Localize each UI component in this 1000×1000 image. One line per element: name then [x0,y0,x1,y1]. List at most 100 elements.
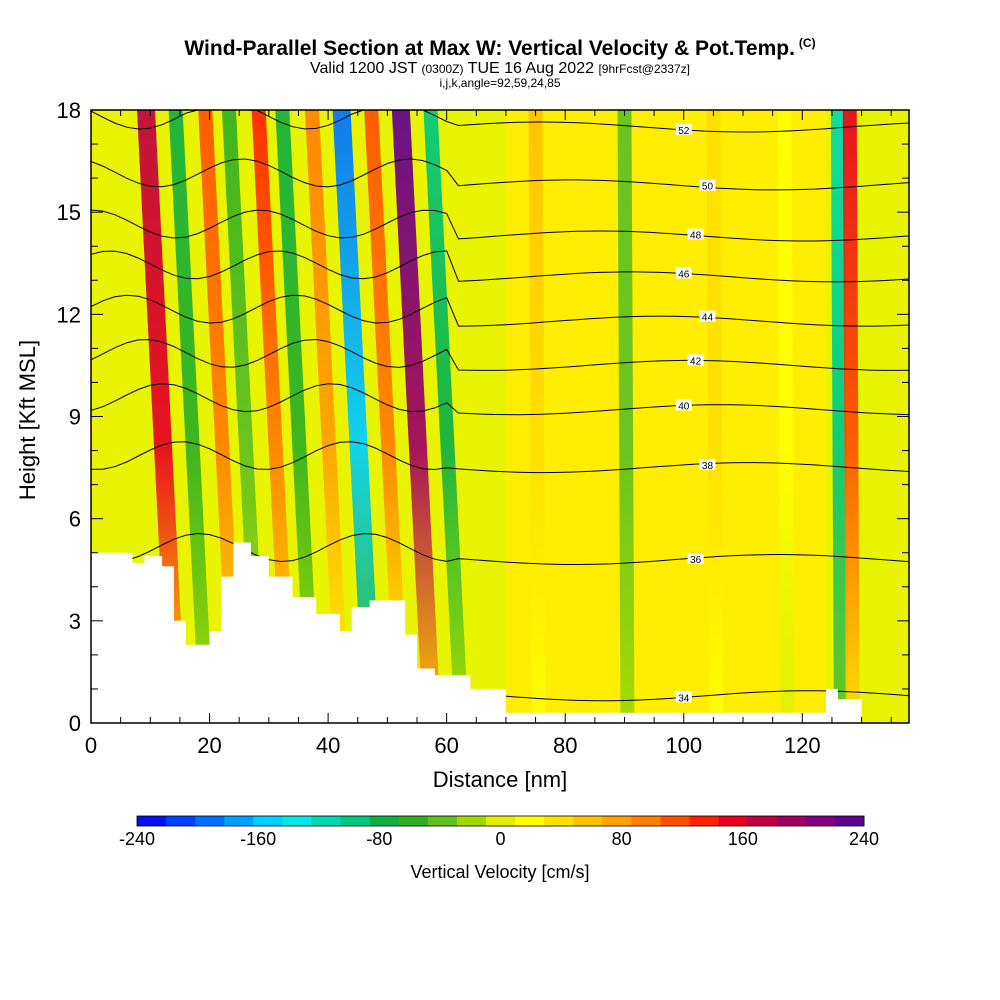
velocity-band [423,110,469,723]
isentrope-label: 42 [690,356,702,367]
colorbar-tick-label: -80 [366,829,392,849]
isentrope-label: 40 [678,401,690,412]
colorbar-swatch [398,816,429,826]
colorbar-tick-label: -160 [240,829,276,849]
chart-title: Wind-Parallel Section at Max W: Vertical… [0,36,1000,61]
colorbar: -240 -160 -80 0 80 160 240 [119,815,879,849]
y-tick-label: 9 [69,405,81,430]
chart-subtitle: Valid 1200 JST (0300Z) TUE 16 Aug 2022 [… [0,60,1000,78]
isentrope-label: 38 [702,461,714,472]
x-tick-label: 120 [784,733,821,758]
y-tick-label: 3 [69,609,81,634]
velocity-band [706,110,724,723]
colorbar-swatch [747,816,778,826]
colorbar-swatch [631,816,661,826]
colorbar-swatch [689,816,720,826]
colorbar-swatch [311,816,342,826]
x-tick-label: 80 [553,733,577,758]
isentrope-label-bg [699,310,716,322]
isentrope-line [91,441,909,474]
x-tick-label: 40 [316,733,340,758]
colorbar-swatch [485,816,516,826]
isentrope-label-bg [675,691,692,703]
isentrope-label-bg [675,399,692,411]
velocity-band [332,110,382,723]
colorbar-swatch [573,816,603,826]
x-tick-label: 0 [85,733,97,758]
velocity-band [198,110,244,723]
isentrope-line [91,294,909,327]
terrain [91,542,909,723]
colorbar-swatch [137,816,167,826]
y-axis-label: Height [Kft MSL] [15,339,40,501]
isentrope-line [91,250,909,283]
chart-title-text: Wind-Parallel Section at Max W: Vertical… [184,37,795,60]
isentrope-line [91,209,909,242]
isentrope-label-bg [687,354,704,366]
colorbar-swatch [805,816,836,826]
colorbar-tick-label: 240 [849,829,879,849]
colorbar-frame [136,815,865,827]
colorbar-label: Vertical Velocity [cm/s] [410,862,590,882]
isentrope-label: 48 [690,231,702,242]
velocity-band [275,110,321,723]
isentrope-line [91,110,909,133]
broad-updraft-region [505,110,827,723]
plot-area: 34 36 38 40 42 44 46 48 50 52 [91,110,909,723]
utc-time: (0300Z) [421,62,464,76]
grid-indices: i,j,k,angle=92,59,24,85 [439,76,561,90]
colorbar-tick-label: -240 [119,829,155,849]
y-tick-label: 12 [57,302,81,327]
isentrope-line [91,158,909,191]
isentrope-label: 52 [678,126,690,137]
x-tick-label: 20 [197,733,221,758]
isentrope-line [91,532,909,565]
y-tick-label: 0 [69,711,81,736]
colorbar-tick-label: 0 [495,829,505,849]
x-tick-label: 60 [434,733,458,758]
valid-time: Valid 1200 JST [310,60,418,77]
colorbar-swatch [282,816,312,826]
isentrope-label-bg [687,552,704,564]
isentrope-line [91,383,909,416]
colorbar-swatch [166,816,196,826]
isentrope-label: 44 [702,312,714,323]
colorbar-swatch [718,816,749,826]
forecast-info: [9hrFcst@2337z] [598,62,690,76]
isentrope-label: 46 [678,269,690,280]
isentrope-label-bg [687,228,704,240]
isentrope-label-bg [675,267,692,279]
colorbar-swatch [544,816,574,826]
colorbar-swatch [253,816,283,826]
colorbar-swatch [602,816,632,826]
isentrope-label: 34 [678,693,690,704]
x-tick-label: 100 [665,733,702,758]
isentrope-label-bg [699,179,716,191]
isentrope-label: 50 [702,182,714,193]
copyright-mark: (C) [798,36,816,50]
valid-date: TUE 16 Aug 2022 [467,60,594,77]
colorbar-tick-label: 80 [612,829,632,849]
velocity-band [251,110,297,723]
colorbar-swatch [456,816,487,826]
isentrope-label-bg [699,458,716,470]
colorbar-swatch [340,816,371,826]
x-axis-label: Distance [nm] [432,767,568,792]
y-tick-label: 15 [57,200,81,225]
colorbar-tick-label: 160 [728,829,758,849]
y-tick-label: 18 [57,98,81,123]
colorbar-swatch [515,816,545,826]
velocity-band [528,110,546,723]
velocity-band [842,110,860,723]
velocity-field: 34 36 38 40 42 44 46 48 50 52 [91,110,909,723]
velocity-band [168,110,214,723]
colorbar-swatch [834,816,865,826]
velocity-band [391,110,441,723]
isentrope-line [91,338,909,371]
velocity-band [364,110,410,723]
colorbar-swatch [195,816,225,826]
colorbar-swatch [427,816,458,826]
colorbar-swatch [369,816,400,826]
